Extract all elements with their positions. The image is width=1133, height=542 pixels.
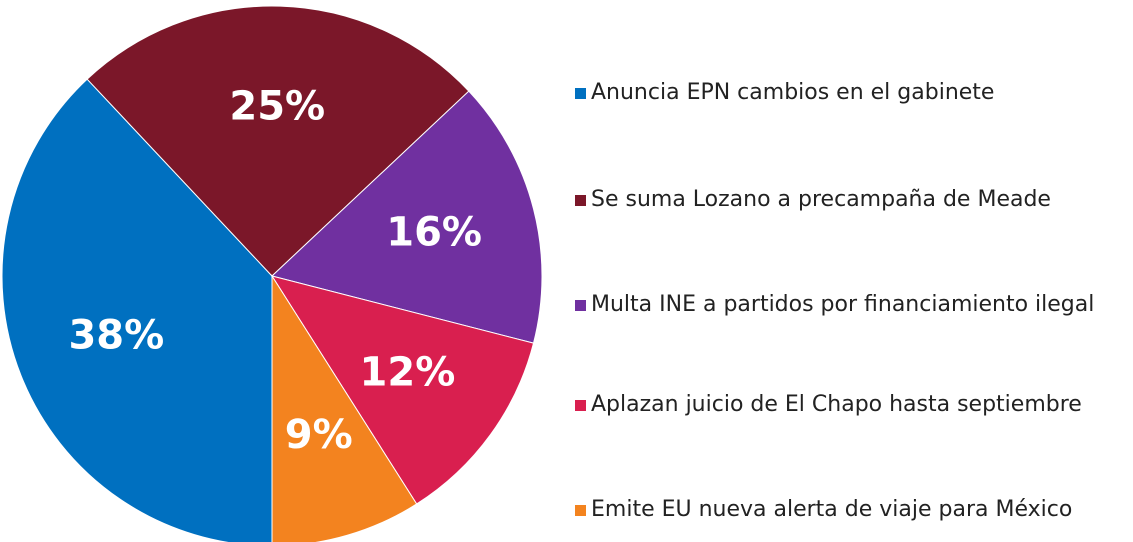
legend-item: Aplazan juicio de El Chapo hasta septiem… bbox=[575, 390, 1131, 420]
slice bbox=[271, 274, 418, 542]
legend-label: Aplazan juicio de El Chapo hasta septiem… bbox=[591, 392, 1082, 417]
legend-item: Anuncia EPN cambios en el gabinete bbox=[575, 78, 1131, 108]
slice-label: 9% bbox=[285, 412, 353, 458]
legend-item: Se suma Lozano a precampaña de Meade bbox=[575, 185, 1131, 215]
slice-label: 38% bbox=[68, 313, 164, 359]
legend-label: Multa INE a partidos por financiamiento … bbox=[591, 292, 1095, 317]
legend-label: Emite EU nueva alerta de viaje para Méxi… bbox=[591, 497, 1073, 522]
slice bbox=[86, 5, 470, 277]
legend-label: Anuncia EPN cambios en el gabinete bbox=[591, 80, 995, 105]
legend-item: Emite EU nueva alerta de viaje para Méxi… bbox=[575, 495, 1131, 525]
slice-label: 12% bbox=[360, 349, 456, 395]
slice bbox=[270, 275, 535, 505]
legend-label: Se suma Lozano a precampaña de Meade bbox=[591, 187, 1051, 212]
legend-swatch bbox=[575, 88, 586, 99]
slice-label: 25% bbox=[229, 84, 325, 130]
slice bbox=[270, 90, 543, 344]
slice-label: 16% bbox=[386, 209, 482, 255]
legend-swatch bbox=[575, 195, 586, 206]
legend-swatch bbox=[575, 505, 586, 516]
slice bbox=[1, 78, 273, 542]
legend-swatch bbox=[575, 400, 586, 411]
legend-swatch bbox=[575, 300, 586, 311]
legend-item: Multa INE a partidos por financiamiento … bbox=[575, 290, 1131, 320]
